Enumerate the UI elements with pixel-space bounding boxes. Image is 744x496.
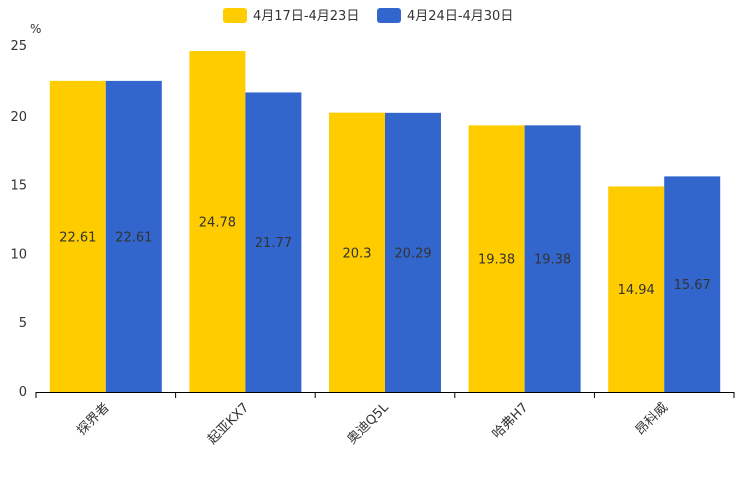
x-tick-label: 昂科威 [633,400,671,438]
bar-2-1 [105,80,162,392]
legend-swatch-series-2 [377,8,401,23]
legend: 4月17日-4月23日 4月24日-4月30日 [223,8,513,24]
y-tick-label: 15 [10,179,27,194]
data-label: 22.61 [115,230,152,245]
bar-2-4 [524,125,581,392]
x-axis: 探界者 起亚KX7 奥迪Q5L 哈弗H7 昂科威 [35,392,735,448]
y-axis-unit: % [30,22,41,36]
data-label: 20.29 [394,246,431,261]
data-label: 19.38 [478,253,515,268]
legend-swatch-series-1 [223,8,247,23]
x-tick-label: 起亚KX7 [205,400,252,447]
data-label: 21.77 [255,236,292,251]
data-labels: 22.61 22.61 24.78 21.77 20.3 20.29 19.38 19.38 1… [59,216,711,299]
bar-1-1 [49,80,106,392]
y-tick-label: 5 [19,316,27,331]
data-label: 14.94 [618,283,655,298]
legend-label-series-2: 4月24日-4月30日 [407,9,513,24]
data-label: 24.78 [199,216,236,231]
x-tick-label: 奥迪Q5L [345,400,393,448]
bar-1-5 [608,186,665,392]
bar-1-4 [468,125,525,392]
y-tick-label: 20 [10,110,27,125]
data-label: 20.3 [343,246,372,261]
legend-label-series-1: 4月17日-4月23日 [253,9,359,24]
y-tick-label: 10 [10,247,27,262]
data-label: 15.67 [674,278,711,293]
bar-series [49,51,721,393]
bar-2-2 [245,92,302,393]
x-tick-label: 哈弗H7 [490,400,532,442]
x-tick-label: 探界者 [74,400,112,438]
y-axis: 0 5 10 15 20 25 [10,39,27,400]
bar-2-5 [664,176,721,392]
bar-1-2 [189,51,246,393]
data-label: 22.61 [59,230,96,245]
bar-1-3 [329,112,385,392]
y-tick-label: 25 [10,39,27,54]
data-label: 19.38 [534,253,571,268]
y-tick-label: 0 [19,385,27,400]
bar-2-3 [385,112,441,392]
